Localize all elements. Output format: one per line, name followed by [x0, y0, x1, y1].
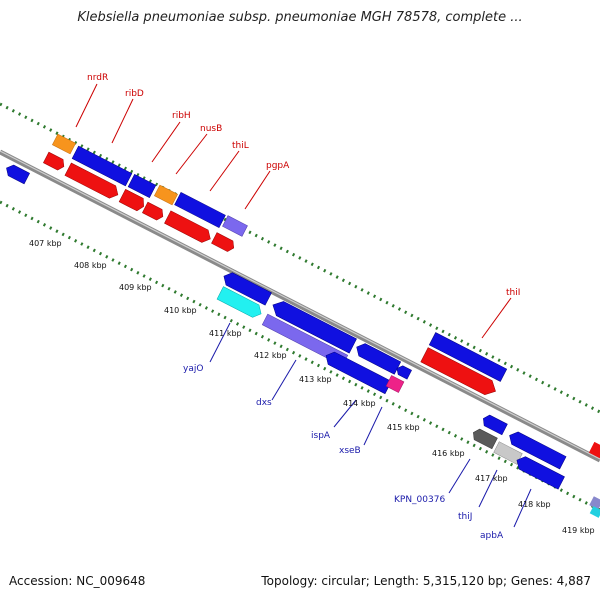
- reverse-gene-labels: yajO dxs ispA xseB KPN_00376 thiJ apbA: [183, 364, 504, 541]
- gene-arrow-4[interactable]: [142, 201, 165, 222]
- gene-arrow-1[interactable]: [43, 151, 66, 172]
- lower-tick-track: [0, 200, 600, 512]
- forward-gene-labels: nrdR ribD ribH nusB thiL pgpA thiI: [87, 73, 520, 298]
- kbp-label: 410 kbp: [164, 306, 197, 315]
- gene-edge-cyan[interactable]: [589, 506, 600, 518]
- gene-edge-gray[interactable]: [589, 496, 600, 510]
- gene-nrdR[interactable]: [52, 133, 76, 155]
- kbp-label: 418 kbp: [518, 500, 551, 509]
- label-yajO[interactable]: yajO: [183, 364, 203, 374]
- label-nusB[interactable]: nusB: [200, 124, 222, 134]
- gene-ispA-strand[interactable]: [323, 349, 392, 395]
- gene-edge-red[interactable]: [588, 441, 600, 459]
- kbp-label: 416 kbp: [432, 449, 465, 458]
- gene-apbA[interactable]: [514, 454, 565, 490]
- gene-arrow-left[interactable]: [4, 163, 30, 185]
- kbp-label: 419 kbp: [562, 526, 595, 535]
- sequence-backbone: [0, 149, 600, 463]
- gene-arrow-5[interactable]: [164, 210, 213, 245]
- label-dxs[interactable]: dxs: [256, 398, 272, 408]
- topology-text: Topology: circular; Length: 5,315,120 bp…: [261, 574, 591, 588]
- kbp-label: 415 kbp: [387, 423, 420, 432]
- kbp-label: 409 kbp: [119, 283, 152, 292]
- sequence-backbone-highlight: [0, 150, 600, 460]
- label-pgpA[interactable]: pgpA: [266, 161, 290, 171]
- kbp-label: 414 kbp: [343, 399, 376, 408]
- label-xseB[interactable]: xseB: [339, 446, 361, 456]
- forward-label-leaders: [75, 83, 512, 339]
- label-thiI[interactable]: thiI: [506, 288, 520, 298]
- feature-band: [4, 133, 600, 518]
- accession-text: Accession: NC_009648: [9, 574, 146, 588]
- gene-KPN_00376-strand[interactable]: [481, 413, 508, 436]
- map-title: Klebsiella pneumoniae subsp. pneumoniae …: [77, 10, 523, 25]
- label-ispA[interactable]: ispA: [311, 431, 331, 441]
- label-KPN_00376[interactable]: KPN_00376: [394, 495, 445, 505]
- gene-nusB[interactable]: [174, 192, 226, 228]
- gene-arrow-6[interactable]: [211, 232, 236, 254]
- kbp-label: 413 kbp: [299, 375, 332, 384]
- gene-yajO[interactable]: [216, 286, 264, 320]
- label-thiJ[interactable]: thiJ: [458, 512, 472, 522]
- kbp-label: 412 kbp: [254, 351, 287, 360]
- kbp-label: 411 kbp: [209, 329, 242, 338]
- label-ribD[interactable]: ribD: [125, 89, 144, 99]
- upper-tick-track: [0, 102, 600, 414]
- kbp-label: 407 kbp: [29, 239, 62, 248]
- kbp-label: 417 kbp: [475, 474, 508, 483]
- gene-ribH[interactable]: [154, 184, 178, 206]
- gene-dxs[interactable]: [269, 298, 357, 354]
- gene-ribD[interactable]: [71, 145, 133, 187]
- label-apbA[interactable]: apbA: [480, 531, 504, 541]
- gene-thiI[interactable]: [420, 347, 499, 399]
- gene-thiI-blue[interactable]: [428, 332, 508, 382]
- reverse-label-leaders: [209, 322, 532, 528]
- label-ribH[interactable]: ribH: [172, 111, 191, 121]
- kbp-label: 408 kbp: [74, 261, 107, 270]
- position-labels: 407 kbp 408 kbp 409 kbp 410 kbp 411 kbp …: [29, 239, 595, 535]
- gene-thiJ-strand[interactable]: [506, 429, 567, 470]
- gene-ispA[interactable]: [353, 341, 402, 375]
- gene-KPN_00376[interactable]: [471, 427, 498, 450]
- label-nrdR[interactable]: nrdR: [87, 73, 108, 83]
- gene-small-blue[interactable]: [395, 364, 412, 380]
- label-thiL[interactable]: thiL: [232, 141, 249, 151]
- gene-arrow-3[interactable]: [118, 188, 147, 212]
- gene-thiL[interactable]: [222, 215, 248, 237]
- gene-ribE[interactable]: [127, 173, 157, 199]
- gene-arrow-2[interactable]: [64, 162, 121, 201]
- gene-xseB[interactable]: [385, 375, 405, 393]
- gene-yajO-strand[interactable]: [221, 270, 272, 306]
